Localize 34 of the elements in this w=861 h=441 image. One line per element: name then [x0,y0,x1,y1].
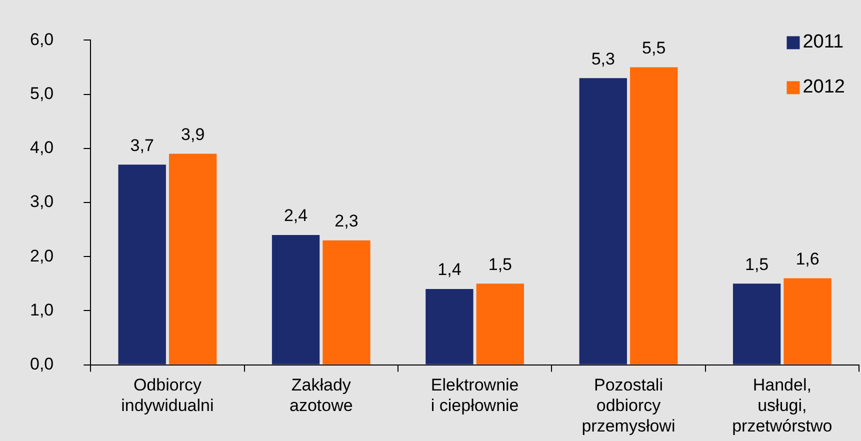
bar [272,234,320,364]
x-tick-label: Pozostali odbiorcy przemysłowi [582,376,676,436]
bar [579,78,627,364]
legend-label: 2012 [802,76,846,98]
data-label: 5,3 [591,49,615,68]
bar [630,67,678,364]
bar [784,278,832,364]
x-tick-label: Zakłady azotowe [289,376,353,416]
data-label: 5,5 [642,38,666,58]
y-tick-label: 6,0 [30,30,54,49]
bar [118,164,166,364]
bar [168,154,217,364]
y-tick-label: 2,0 [30,246,54,266]
bar [322,240,370,364]
data-label: 1,5 [488,254,512,274]
data-label: 1,4 [438,260,462,280]
y-tick-label: 1,0 [30,300,54,320]
data-label: 3,9 [181,124,205,144]
data-label: 3,7 [130,136,154,155]
data-label: 2,4 [284,206,308,226]
data-label: 1,6 [796,249,820,268]
y-tick-label: 0,0 [30,354,54,374]
y-tick-label: 5,0 [30,84,54,103]
bar [476,284,524,364]
y-tick-label: 4,0 [30,138,54,158]
y-tick-label: 3,0 [30,192,54,212]
x-tick-label: Odbiorcy indywidualni [121,376,214,416]
data-label: 1,5 [744,254,769,274]
x-tick-label: Elektrownie i ciepłownie [430,376,519,416]
legend-label: 2011 [802,31,844,52]
x-tick-label: Handel, usługi, przetwórstwo [732,376,832,436]
data-label: 2,3 [334,212,358,231]
bar [426,289,474,364]
bar [732,284,781,364]
